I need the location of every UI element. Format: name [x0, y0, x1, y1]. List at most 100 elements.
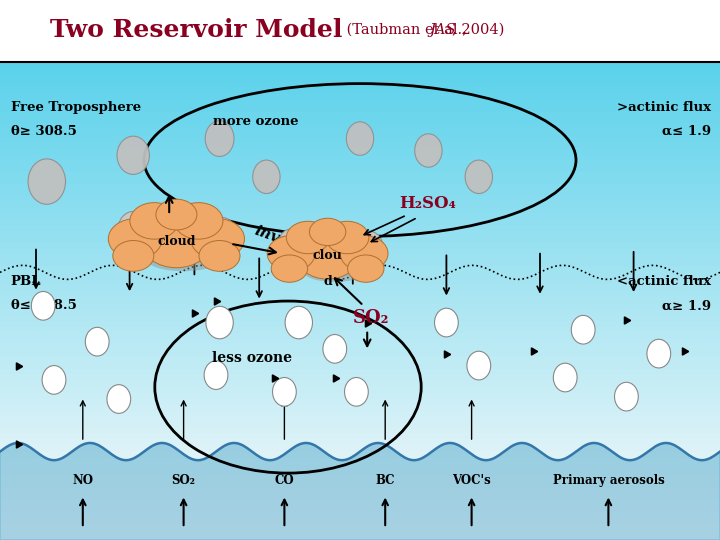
Ellipse shape — [615, 382, 638, 411]
Bar — [0, 337, 720, 343]
Bar — [0, 146, 720, 152]
Ellipse shape — [415, 134, 442, 167]
Bar — [0, 319, 720, 325]
Bar — [0, 271, 720, 277]
Bar — [0, 62, 720, 68]
Bar — [0, 433, 720, 438]
Bar — [0, 462, 720, 468]
Bar — [0, 384, 720, 390]
Ellipse shape — [554, 363, 577, 392]
Circle shape — [271, 255, 307, 282]
Bar — [0, 199, 720, 206]
Text: SO₂: SO₂ — [171, 474, 196, 487]
Ellipse shape — [467, 351, 491, 380]
Bar — [0, 152, 720, 158]
Bar — [0, 92, 720, 98]
Bar — [0, 331, 720, 337]
Bar — [0, 504, 720, 510]
Bar — [0, 373, 720, 379]
Text: Two Reservoir Model: Two Reservoir Model — [50, 18, 343, 42]
Ellipse shape — [118, 212, 148, 247]
Bar — [0, 480, 720, 486]
Text: CO: CO — [274, 474, 294, 487]
Bar — [0, 158, 720, 164]
Bar — [0, 367, 720, 373]
Bar — [0, 230, 720, 235]
Ellipse shape — [465, 160, 492, 193]
Bar — [0, 277, 720, 283]
Bar — [0, 122, 720, 128]
Bar — [0, 516, 720, 522]
Ellipse shape — [253, 160, 280, 193]
Text: θ≥ 308.5: θ≥ 308.5 — [11, 125, 76, 138]
Text: PBL: PBL — [11, 275, 41, 288]
Bar — [0, 444, 720, 450]
Circle shape — [141, 215, 212, 268]
Text: SO₂: SO₂ — [353, 309, 390, 327]
Circle shape — [310, 218, 346, 246]
Ellipse shape — [435, 308, 458, 337]
Circle shape — [267, 235, 315, 272]
Circle shape — [341, 235, 388, 272]
Bar — [0, 218, 720, 224]
Bar — [0, 289, 720, 295]
Bar — [0, 349, 720, 355]
Bar — [0, 224, 720, 230]
Ellipse shape — [42, 366, 66, 394]
Ellipse shape — [28, 159, 66, 204]
Bar — [0, 325, 720, 331]
Bar — [0, 415, 720, 421]
Text: cloud: cloud — [157, 235, 196, 248]
Bar — [0, 361, 720, 367]
Bar — [0, 355, 720, 361]
Bar — [0, 247, 720, 253]
Ellipse shape — [572, 315, 595, 344]
Text: <actinic flux: <actinic flux — [617, 275, 711, 288]
Bar — [0, 379, 720, 384]
Bar — [0, 0, 720, 62]
Bar — [0, 510, 720, 516]
Ellipse shape — [323, 334, 347, 363]
Bar — [0, 301, 720, 307]
Bar — [0, 450, 720, 456]
Bar — [0, 438, 720, 444]
Bar — [0, 116, 720, 122]
Bar — [0, 98, 720, 104]
Bar — [0, 283, 720, 289]
Circle shape — [199, 240, 240, 271]
Circle shape — [156, 199, 197, 230]
Ellipse shape — [304, 263, 366, 282]
Bar — [0, 134, 720, 140]
Text: more ozone: more ozone — [213, 116, 298, 129]
Text: α≤ 1.9: α≤ 1.9 — [662, 125, 711, 138]
Bar — [0, 212, 720, 218]
Text: clou: clou — [312, 249, 343, 262]
Text: , 2004): , 2004) — [452, 23, 505, 37]
Text: θ≤ 308.5: θ≤ 308.5 — [11, 299, 76, 312]
Bar — [0, 206, 720, 212]
Bar — [0, 396, 720, 403]
Bar — [0, 456, 720, 462]
Bar — [0, 343, 720, 349]
Bar — [0, 486, 720, 492]
Bar — [0, 170, 720, 176]
Ellipse shape — [207, 218, 236, 251]
Ellipse shape — [647, 339, 671, 368]
Bar — [0, 110, 720, 116]
Bar — [0, 403, 720, 409]
Text: less ozone: less ozone — [212, 352, 292, 366]
Bar — [0, 534, 720, 540]
Text: H₂SO₄: H₂SO₄ — [400, 194, 456, 212]
Text: NO: NO — [72, 474, 94, 487]
Bar — [0, 409, 720, 415]
Bar — [0, 427, 720, 433]
Bar — [0, 128, 720, 134]
Ellipse shape — [285, 306, 312, 339]
Bar — [0, 474, 720, 480]
Ellipse shape — [278, 229, 305, 261]
Ellipse shape — [206, 306, 233, 339]
Bar — [0, 421, 720, 427]
Circle shape — [297, 232, 359, 279]
Ellipse shape — [148, 249, 220, 271]
Ellipse shape — [356, 231, 383, 264]
